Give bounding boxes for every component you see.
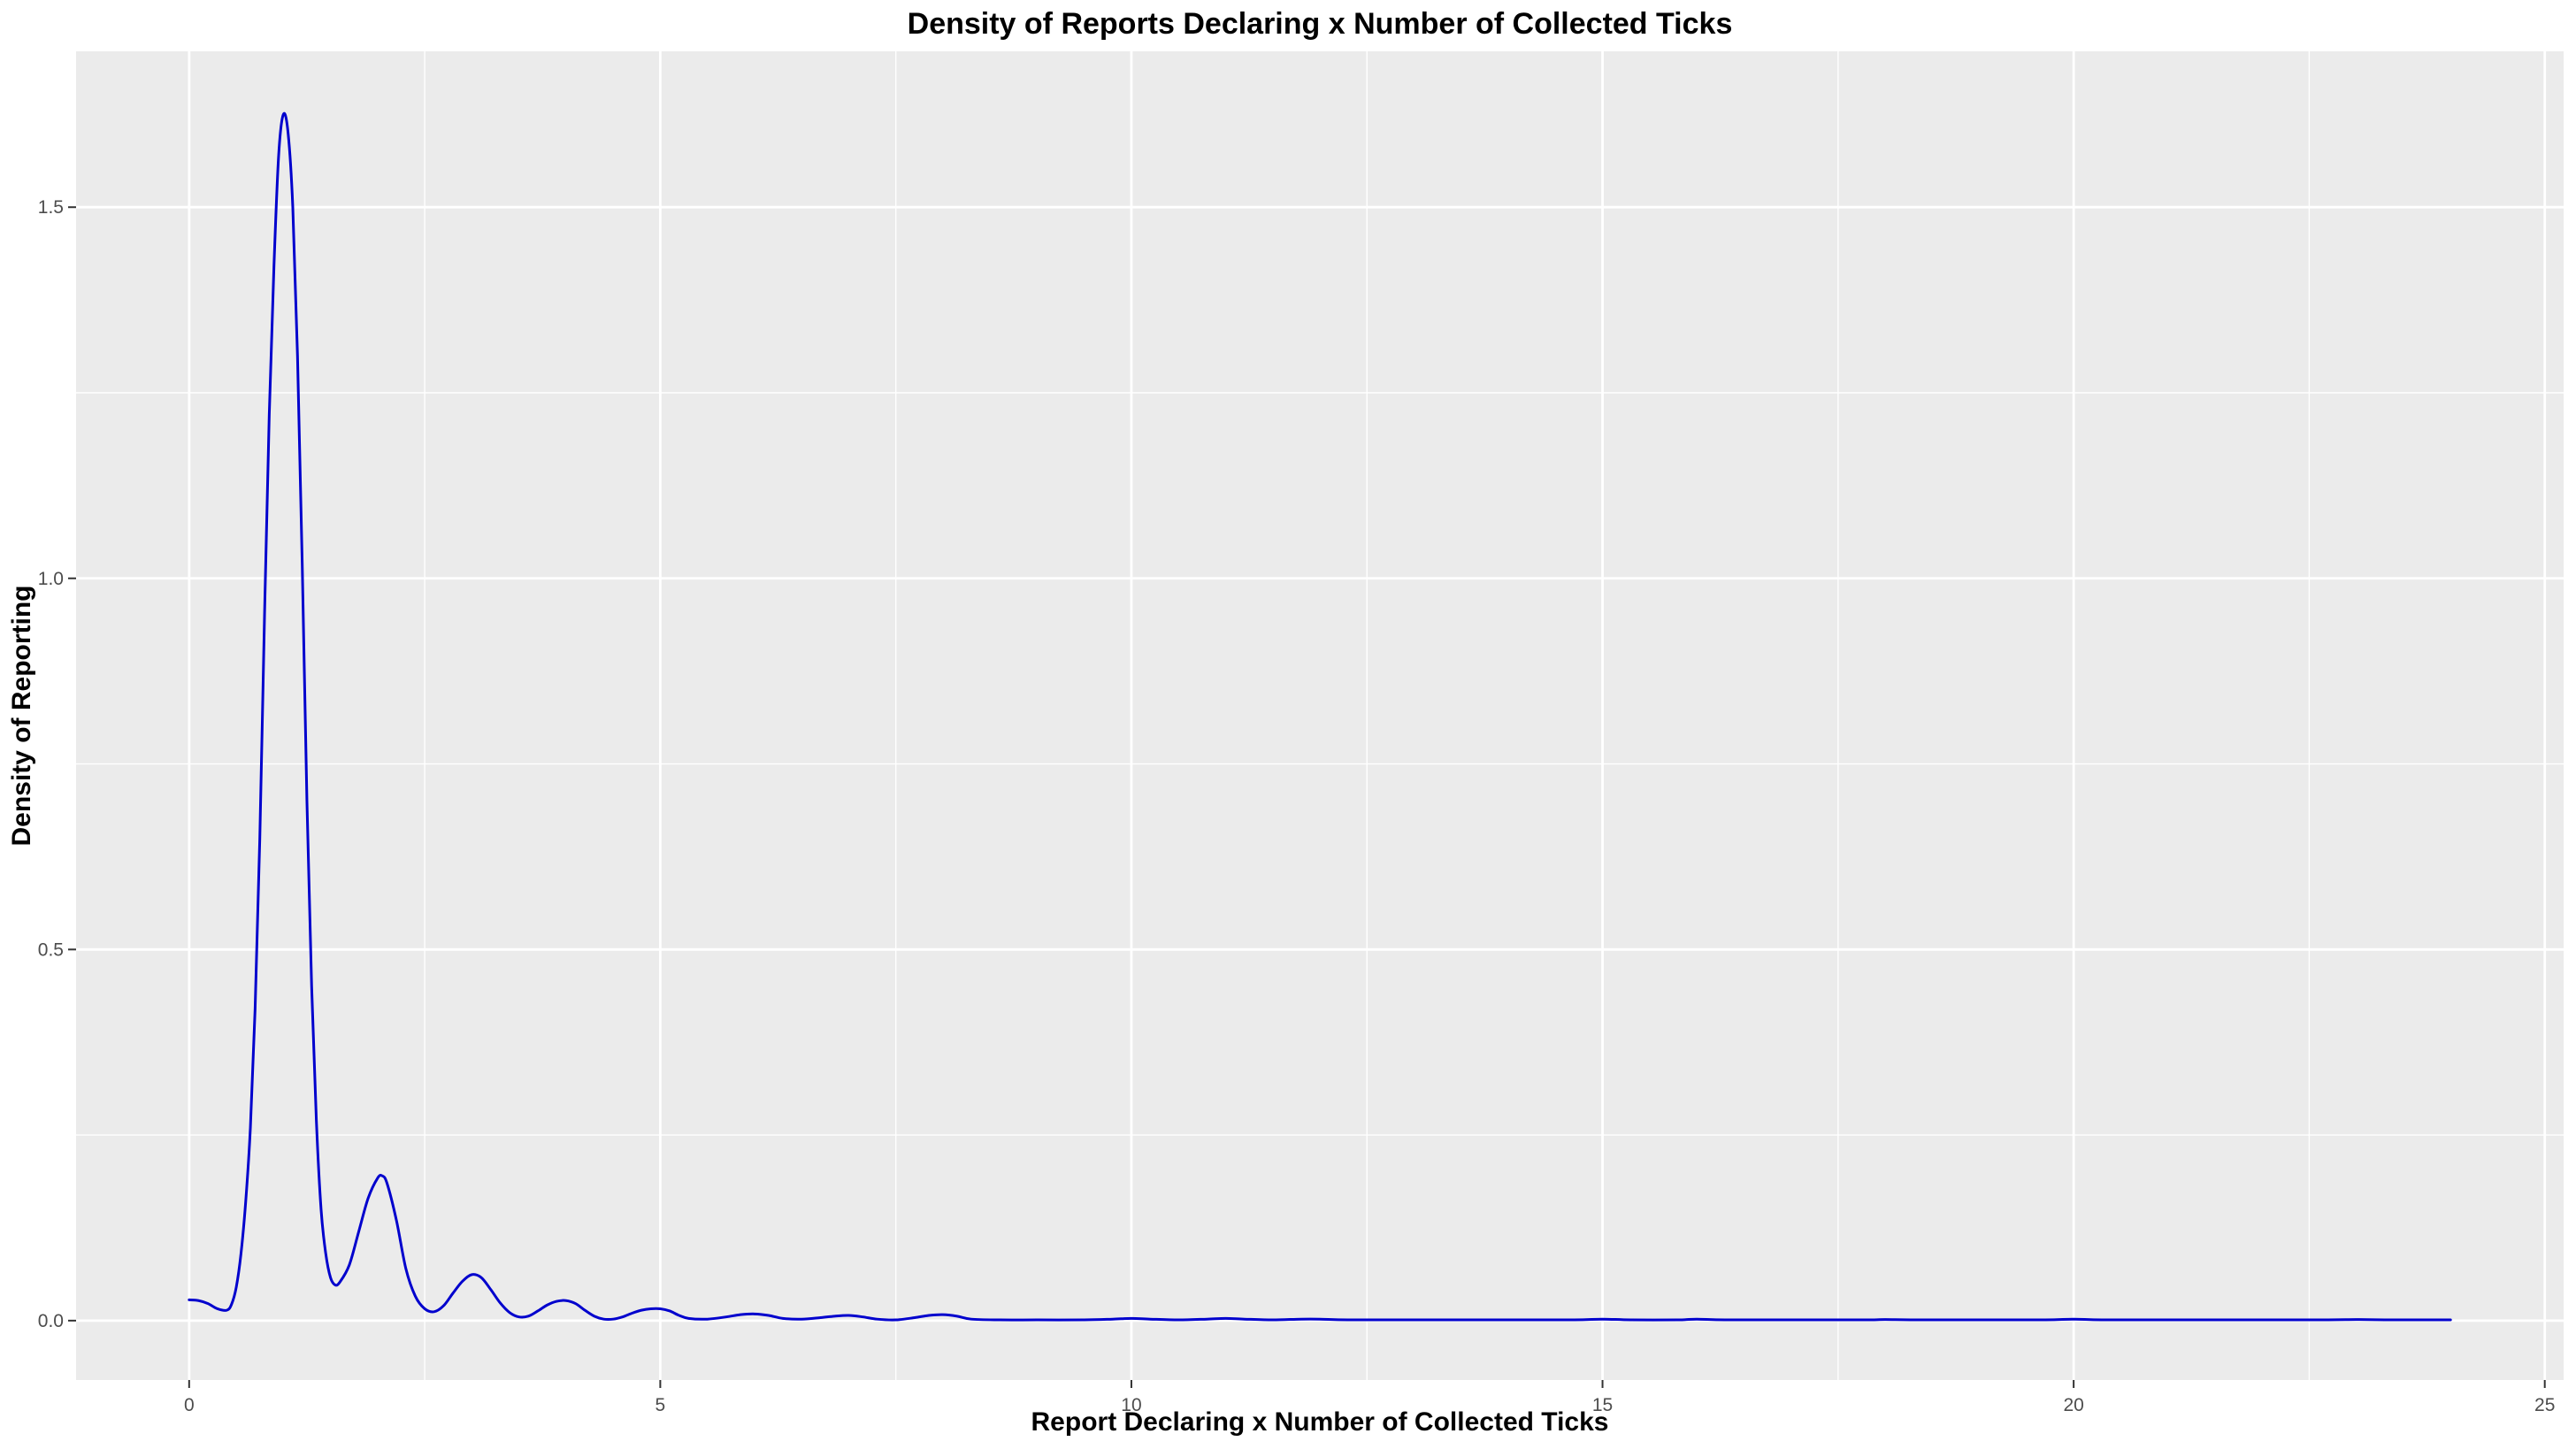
chart-title: Density of Reports Declaring x Number of… xyxy=(908,7,1733,41)
plot-panel xyxy=(76,51,2564,1380)
x-tick-label-4: 20 xyxy=(2063,1395,2083,1415)
y-axis-title: Density of Reporting xyxy=(7,585,36,846)
minor-gridlines xyxy=(76,51,2564,1380)
x-axis-title: Report Declaring x Number of Collected T… xyxy=(1031,1407,1609,1437)
x-tick-label-3: 15 xyxy=(1592,1395,1613,1415)
y-tick-label-3: 1.5 xyxy=(38,197,64,218)
x-tick-label-0: 0 xyxy=(184,1395,195,1415)
density-line-0 xyxy=(188,111,2452,1322)
y-tick-label-2: 1.0 xyxy=(38,569,64,589)
x-tick-label-1: 5 xyxy=(656,1395,666,1415)
x-tick-label-2: 10 xyxy=(1121,1395,1141,1415)
y-axis: 0.0 0.5 1.0 1.5 xyxy=(38,197,76,1331)
x-axis: 0 5 10 15 20 25 xyxy=(184,1380,2555,1415)
y-tick-label-1: 0.5 xyxy=(38,939,64,960)
y-tick-label-0: 0.0 xyxy=(38,1311,64,1331)
series-layer xyxy=(188,111,2452,1322)
x-tick-label-5: 25 xyxy=(2534,1395,2555,1415)
